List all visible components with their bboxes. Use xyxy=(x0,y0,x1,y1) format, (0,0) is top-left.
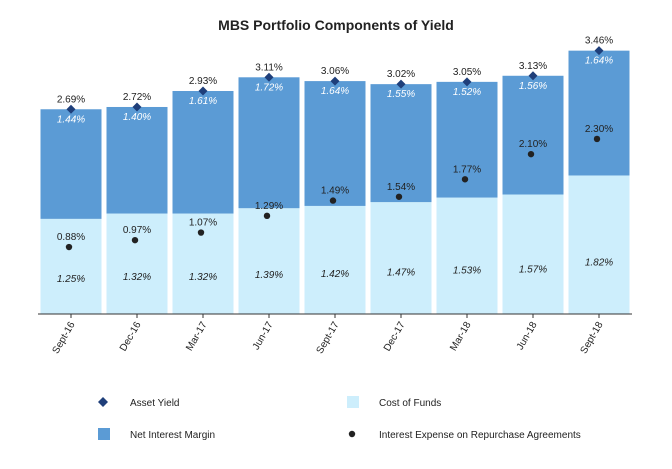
label-asset-yield: 3.13% xyxy=(519,61,547,72)
marker-asset-yield xyxy=(264,72,274,82)
legend-marker-asset-yield xyxy=(98,397,108,407)
marker-asset-yield xyxy=(132,102,142,112)
label-net-interest-margin: 1.61% xyxy=(189,96,217,107)
legend-label: Net Interest Margin xyxy=(130,430,215,441)
plot-area: 1.25% 1.44% 2.69% 0.88% Sept-16 1.32% 1.40% 2.7… xyxy=(38,36,632,356)
x-tick-label: Sept-16 xyxy=(51,320,78,356)
label-interest-expense: 2.10% xyxy=(519,139,547,150)
marker-asset-yield xyxy=(330,76,340,86)
label-interest-expense: 1.77% xyxy=(453,164,481,175)
label-cost-of-funds: 1.32% xyxy=(189,272,217,283)
label-cost-of-funds: 1.25% xyxy=(57,274,85,285)
label-asset-yield: 2.72% xyxy=(123,92,151,103)
label-cost-of-funds: 1.82% xyxy=(585,257,613,268)
marker-interest-expense xyxy=(65,243,73,251)
legend-item: Net Interest Margin xyxy=(98,428,215,441)
label-interest-expense: 0.97% xyxy=(123,225,151,236)
label-interest-expense: 2.30% xyxy=(585,124,613,135)
label-cost-of-funds: 1.57% xyxy=(519,265,547,276)
marker-asset-yield xyxy=(528,71,538,81)
bar-net-interest-margin xyxy=(502,75,564,195)
x-tick-label: Dec-16 xyxy=(118,320,144,354)
label-net-interest-margin: 1.52% xyxy=(453,87,481,98)
label-asset-yield: 3.11% xyxy=(255,62,283,73)
bar-cost-of-funds xyxy=(502,194,564,314)
bar-net-interest-margin xyxy=(370,84,432,203)
label-interest-expense: 1.54% xyxy=(387,182,415,193)
bar-net-interest-margin xyxy=(304,81,366,206)
bar-net-interest-margin xyxy=(106,106,168,214)
marker-interest-expense xyxy=(263,212,271,220)
legend-item: Asset Yield xyxy=(98,397,179,409)
legend-marker-interest-expense xyxy=(348,430,356,438)
bar-cost-of-funds xyxy=(370,202,432,314)
label-asset-yield: 3.02% xyxy=(387,69,415,80)
label-net-interest-margin: 1.55% xyxy=(387,89,415,100)
legend-marker-net-interest-margin xyxy=(98,428,110,440)
label-asset-yield: 2.93% xyxy=(189,76,217,87)
bar-cost-of-funds xyxy=(106,213,168,314)
bar-net-interest-margin xyxy=(40,109,102,219)
bar-net-interest-margin xyxy=(238,77,300,209)
bar-cost-of-funds xyxy=(238,208,300,314)
x-tick-label: Dec-17 xyxy=(382,320,408,354)
bar-cost-of-funds xyxy=(304,205,366,314)
marker-asset-yield xyxy=(594,46,604,56)
x-tick-label: Jun-18 xyxy=(515,320,540,352)
bar-cost-of-funds xyxy=(40,218,102,314)
label-asset-yield: 3.06% xyxy=(321,66,349,77)
x-tick-label: Mar-18 xyxy=(448,320,474,353)
label-cost-of-funds: 1.53% xyxy=(453,266,481,277)
legend-label: Interest Expense on Repurchase Agreement… xyxy=(379,430,581,441)
label-interest-expense: 1.07% xyxy=(189,218,217,229)
label-cost-of-funds: 1.32% xyxy=(123,272,151,283)
label-net-interest-margin: 1.72% xyxy=(255,82,283,93)
x-tick-label: Sept-18 xyxy=(579,320,606,356)
legend-item: Interest Expense on Repurchase Agreement… xyxy=(348,430,581,441)
bar-cost-of-funds xyxy=(568,175,630,314)
bar-cost-of-funds xyxy=(436,197,498,314)
legend: Asset Yield Cost of Funds Net Interest Mar… xyxy=(98,396,581,441)
label-net-interest-margin: 1.44% xyxy=(57,114,85,125)
label-asset-yield: 2.69% xyxy=(57,94,85,105)
x-tick-label: Mar-17 xyxy=(184,320,210,353)
label-asset-yield: 3.46% xyxy=(585,36,613,47)
x-tick-label: Sept-17 xyxy=(315,320,342,356)
label-net-interest-margin: 1.64% xyxy=(585,56,613,67)
bar-cost-of-funds xyxy=(172,213,234,314)
marker-interest-expense xyxy=(461,176,469,183)
bar-net-interest-margin xyxy=(568,50,630,176)
marker-interest-expense xyxy=(329,197,337,204)
x-tick-label: Jun-17 xyxy=(251,320,276,352)
label-cost-of-funds: 1.39% xyxy=(255,270,283,281)
legend-label: Asset Yield xyxy=(130,398,179,409)
label-cost-of-funds: 1.42% xyxy=(321,269,349,280)
label-cost-of-funds: 1.47% xyxy=(387,267,415,278)
marker-interest-expense xyxy=(395,193,403,200)
legend-label: Cost of Funds xyxy=(379,398,441,409)
legend-marker-cost-of-funds xyxy=(347,396,359,408)
marker-asset-yield xyxy=(462,77,472,87)
chart-title: MBS Portfolio Components of Yield xyxy=(218,17,454,33)
legend-item: Cost of Funds xyxy=(347,396,441,409)
label-interest-expense: 1.29% xyxy=(255,201,283,212)
label-asset-yield: 3.05% xyxy=(453,67,481,78)
label-net-interest-margin: 1.64% xyxy=(321,86,349,97)
label-net-interest-margin: 1.56% xyxy=(519,81,547,92)
bar-net-interest-margin xyxy=(172,90,234,214)
label-interest-expense: 1.49% xyxy=(321,186,349,197)
marker-asset-yield xyxy=(396,79,406,89)
label-interest-expense: 0.88% xyxy=(57,232,85,243)
marker-asset-yield xyxy=(66,104,76,114)
marker-interest-expense xyxy=(593,135,601,143)
marker-interest-expense xyxy=(197,229,205,236)
marker-asset-yield xyxy=(198,86,208,96)
marker-interest-expense xyxy=(527,150,535,158)
label-net-interest-margin: 1.40% xyxy=(123,112,151,123)
marker-interest-expense xyxy=(131,236,139,244)
